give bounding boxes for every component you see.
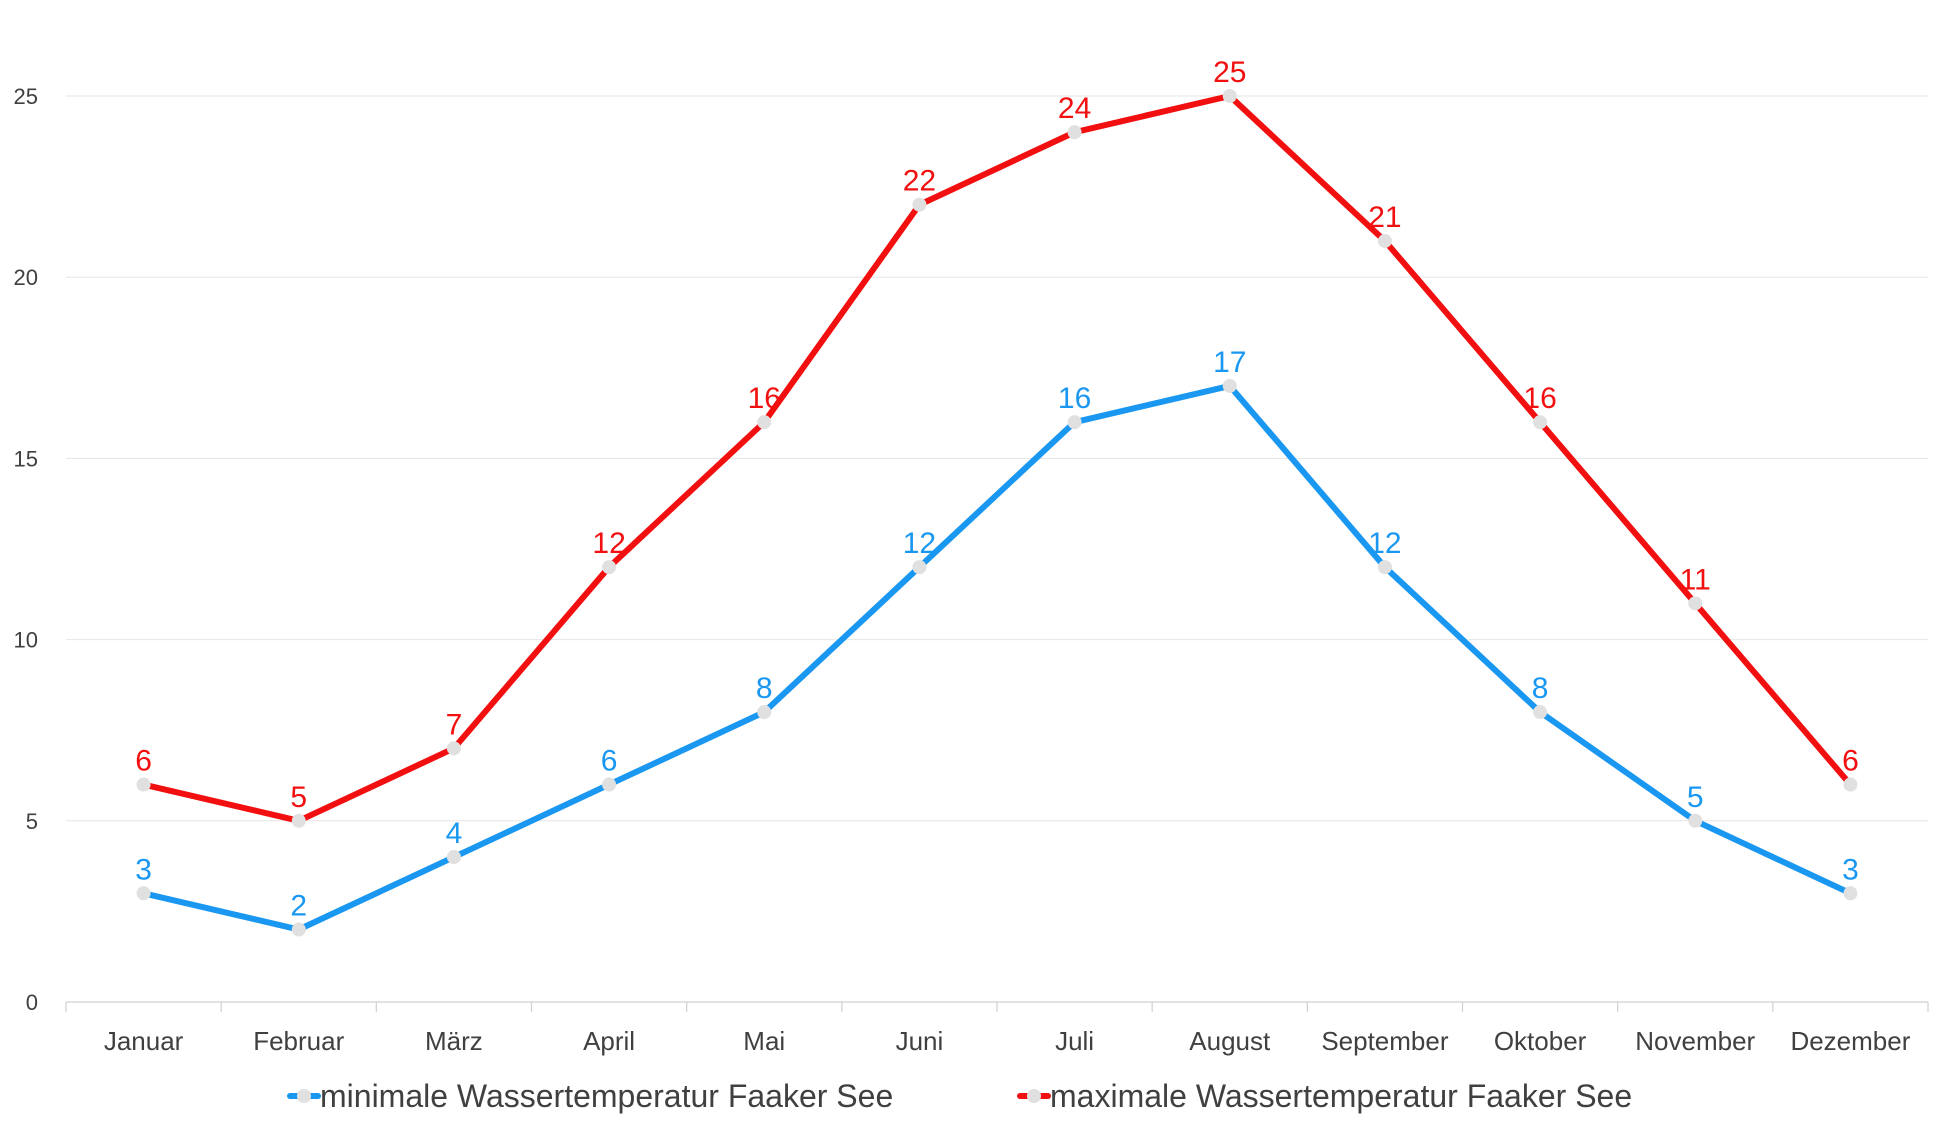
data-point bbox=[912, 560, 927, 575]
data-point bbox=[757, 705, 772, 720]
x-tick-label: August bbox=[1189, 1026, 1271, 1056]
x-tick-label: Dezember bbox=[1790, 1026, 1910, 1056]
series-line-min bbox=[140, 382, 1854, 933]
y-tick-label: 5 bbox=[26, 809, 38, 834]
legend-swatch-marker bbox=[1027, 1089, 1041, 1103]
data-label: 5 bbox=[1687, 781, 1704, 814]
data-point bbox=[1067, 125, 1082, 140]
data-point bbox=[291, 922, 306, 937]
legend-swatch-marker bbox=[297, 1089, 311, 1103]
data-point bbox=[446, 741, 461, 756]
data-label: 12 bbox=[903, 527, 936, 560]
data-label: 2 bbox=[290, 890, 307, 923]
y-tick-label: 15 bbox=[14, 446, 38, 471]
x-tick-label: Mai bbox=[743, 1026, 785, 1056]
x-tick-label: Juni bbox=[896, 1026, 944, 1056]
data-label: 21 bbox=[1368, 201, 1401, 234]
x-tick-label: Januar bbox=[104, 1026, 184, 1056]
data-label: 11 bbox=[1680, 563, 1711, 596]
data-label: 6 bbox=[135, 745, 152, 778]
y-tick-label: 25 bbox=[14, 84, 38, 109]
data-label: 7 bbox=[446, 708, 463, 741]
data-label: 24 bbox=[1058, 92, 1091, 125]
data-point bbox=[291, 813, 306, 828]
data-point bbox=[757, 415, 772, 430]
x-tick-label: Oktober bbox=[1494, 1026, 1587, 1056]
data-label: 16 bbox=[748, 382, 781, 415]
data-point bbox=[446, 850, 461, 865]
data-point bbox=[1688, 813, 1703, 828]
data-point bbox=[602, 560, 617, 575]
data-point bbox=[1377, 233, 1392, 248]
data-point bbox=[602, 777, 617, 792]
x-tick-label: Februar bbox=[253, 1026, 344, 1056]
data-label: 8 bbox=[1532, 672, 1549, 705]
x-tick-label: Juli bbox=[1055, 1026, 1094, 1056]
data-label: 6 bbox=[1842, 745, 1859, 778]
data-label: 16 bbox=[1523, 382, 1556, 415]
y-tick-label: 20 bbox=[14, 265, 38, 290]
data-point bbox=[1533, 415, 1548, 430]
data-point bbox=[1843, 886, 1858, 901]
data-label: 6 bbox=[601, 745, 618, 778]
data-point bbox=[1843, 777, 1858, 792]
x-tick-label: November bbox=[1635, 1026, 1755, 1056]
data-label: 12 bbox=[1368, 527, 1401, 560]
data-label: 3 bbox=[135, 853, 152, 886]
data-point bbox=[1688, 596, 1703, 611]
data-point bbox=[1377, 560, 1392, 575]
legend-label: minimale Wassertemperatur Faaker See bbox=[320, 1078, 893, 1114]
data-label: 17 bbox=[1213, 346, 1246, 379]
y-tick-label: 0 bbox=[26, 990, 38, 1015]
data-label: 25 bbox=[1213, 56, 1246, 89]
x-tick-label: März bbox=[425, 1026, 483, 1056]
data-point bbox=[912, 197, 927, 212]
data-point bbox=[1533, 705, 1548, 720]
data-label: 3 bbox=[1842, 853, 1859, 886]
legend-label: maximale Wassertemperatur Faaker See bbox=[1050, 1078, 1632, 1114]
data-point bbox=[136, 886, 151, 901]
data-point bbox=[1222, 378, 1237, 393]
data-label: 22 bbox=[903, 165, 936, 198]
data-label: 4 bbox=[446, 817, 463, 850]
data-label: 5 bbox=[290, 781, 307, 814]
data-point bbox=[1067, 415, 1082, 430]
data-label: 8 bbox=[756, 672, 773, 705]
series-line-max bbox=[140, 93, 1854, 824]
data-label: 12 bbox=[592, 527, 625, 560]
x-tick-label: April bbox=[583, 1026, 635, 1056]
y-tick-label: 10 bbox=[14, 628, 38, 653]
data-label: 16 bbox=[1058, 382, 1091, 415]
data-point bbox=[136, 777, 151, 792]
data-point bbox=[1222, 89, 1237, 103]
x-tick-label: September bbox=[1321, 1026, 1449, 1056]
